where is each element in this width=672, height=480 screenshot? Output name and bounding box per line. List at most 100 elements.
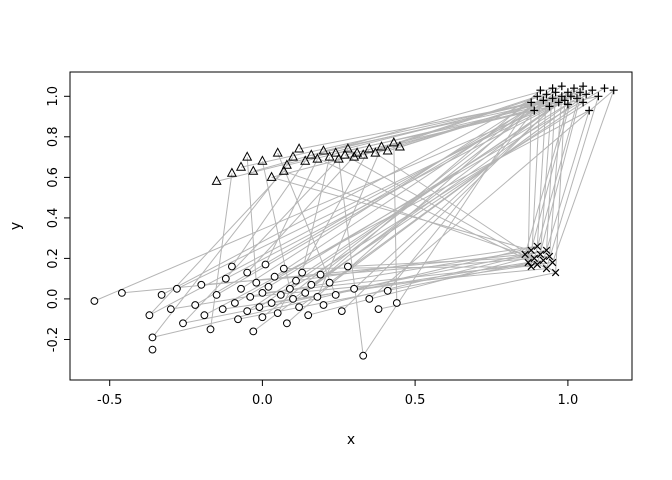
data-point-circle (298, 268, 307, 277)
data-point-triangle (294, 143, 305, 153)
data-point-triangle (318, 145, 329, 155)
data-point-circle (392, 299, 401, 307)
data-point-triangle (226, 167, 237, 177)
data-point-x (524, 258, 532, 267)
data-point-circle (283, 319, 291, 328)
connector-line (182, 148, 349, 324)
data-point-triangle (235, 161, 247, 171)
data-point-circle (234, 315, 242, 324)
data-point-plus (588, 86, 597, 95)
data-point-circle (90, 297, 99, 305)
data-point-circle (273, 309, 282, 318)
connector-line (277, 148, 370, 314)
data-point-plus (557, 82, 566, 91)
data-point-circle (295, 303, 304, 312)
data-point-circle (191, 301, 200, 309)
y-tick-label: 0.2 (46, 248, 61, 269)
x-tick-label: -0.5 (97, 393, 122, 408)
x-tick-label: 1.0 (558, 393, 579, 408)
connector-line (536, 86, 584, 265)
connector-line (301, 156, 331, 273)
data-point-circle (337, 307, 346, 316)
connector-line (161, 95, 538, 296)
connector-line (253, 87, 553, 172)
data-point-x (545, 252, 554, 261)
connector-line (546, 96, 599, 269)
data-point-triangle (257, 155, 268, 165)
data-point-plus (563, 100, 572, 109)
connector-line (231, 160, 306, 267)
data-point-plus (545, 102, 554, 111)
connector-line (530, 90, 541, 267)
data-point-plus (551, 88, 560, 97)
data-point-triangle (312, 153, 323, 163)
data-point-plus (609, 86, 618, 95)
connector-line (329, 89, 593, 284)
data-point-circle (252, 278, 261, 287)
data-point-circle (118, 289, 126, 297)
data-point-plus (576, 88, 585, 97)
data-point-circle (350, 284, 359, 293)
plot-border (69, 71, 633, 381)
points-layer-plus (527, 82, 618, 115)
data-point-x (542, 246, 551, 255)
data-point-circle (276, 291, 285, 299)
data-point-circle (325, 278, 334, 287)
data-point-circle (383, 286, 392, 295)
connector-line (246, 157, 257, 283)
data-point-circle (148, 345, 157, 354)
y-tick-label: -0.2 (46, 327, 61, 352)
data-point-circle (279, 264, 288, 273)
connector-line (549, 96, 563, 257)
data-point-circle (255, 303, 264, 312)
data-point-plus (527, 98, 536, 107)
data-point-triangle (287, 151, 299, 161)
connector-line (323, 93, 587, 152)
data-point-plus (600, 84, 609, 93)
data-point-plus (539, 96, 548, 105)
data-point-circle (179, 319, 187, 328)
data-point-circle (289, 295, 297, 303)
data-point-triangle (364, 143, 375, 153)
connector-line (344, 154, 547, 270)
data-point-circle (212, 291, 221, 299)
data-point-circle (304, 311, 313, 320)
y-tick-label: 0.8 (46, 126, 61, 147)
data-point-circle (166, 305, 175, 314)
segments-layer (94, 85, 615, 356)
data-point-plus (533, 92, 542, 101)
data-point-circle (264, 282, 273, 291)
y-tick-label: 0.4 (46, 208, 61, 229)
data-point-circle (374, 305, 383, 314)
data-point-circle (145, 311, 154, 320)
data-point-circle (173, 284, 181, 293)
data-point-plus (548, 84, 557, 93)
data-point-circle (270, 272, 279, 281)
data-point-circle (319, 301, 328, 309)
connector-line (533, 92, 581, 259)
data-point-x (527, 246, 535, 255)
data-point-plus (585, 106, 594, 115)
connector-line (378, 272, 556, 310)
data-point-plus (579, 82, 588, 91)
connector-line (234, 87, 605, 304)
connector-line (304, 89, 541, 294)
data-point-circle (307, 280, 316, 289)
y-tick-label: 0.0 (46, 289, 61, 310)
data-point-circle (365, 295, 374, 303)
connector-line (393, 142, 398, 304)
data-point-x (548, 258, 557, 267)
data-point-circle (228, 262, 236, 271)
connector-line (323, 249, 547, 306)
data-point-circle (292, 276, 300, 285)
connector-line (542, 110, 590, 261)
data-point-circle (258, 313, 267, 322)
data-point-plus (566, 92, 575, 101)
data-point-x (533, 242, 542, 251)
connector-line (320, 91, 556, 275)
data-point-plus (582, 90, 591, 99)
points-layer-circle (90, 260, 401, 360)
x-axis: -0.5 0.0 0.5 1.0 (97, 380, 578, 408)
data-point-plus (530, 106, 539, 115)
